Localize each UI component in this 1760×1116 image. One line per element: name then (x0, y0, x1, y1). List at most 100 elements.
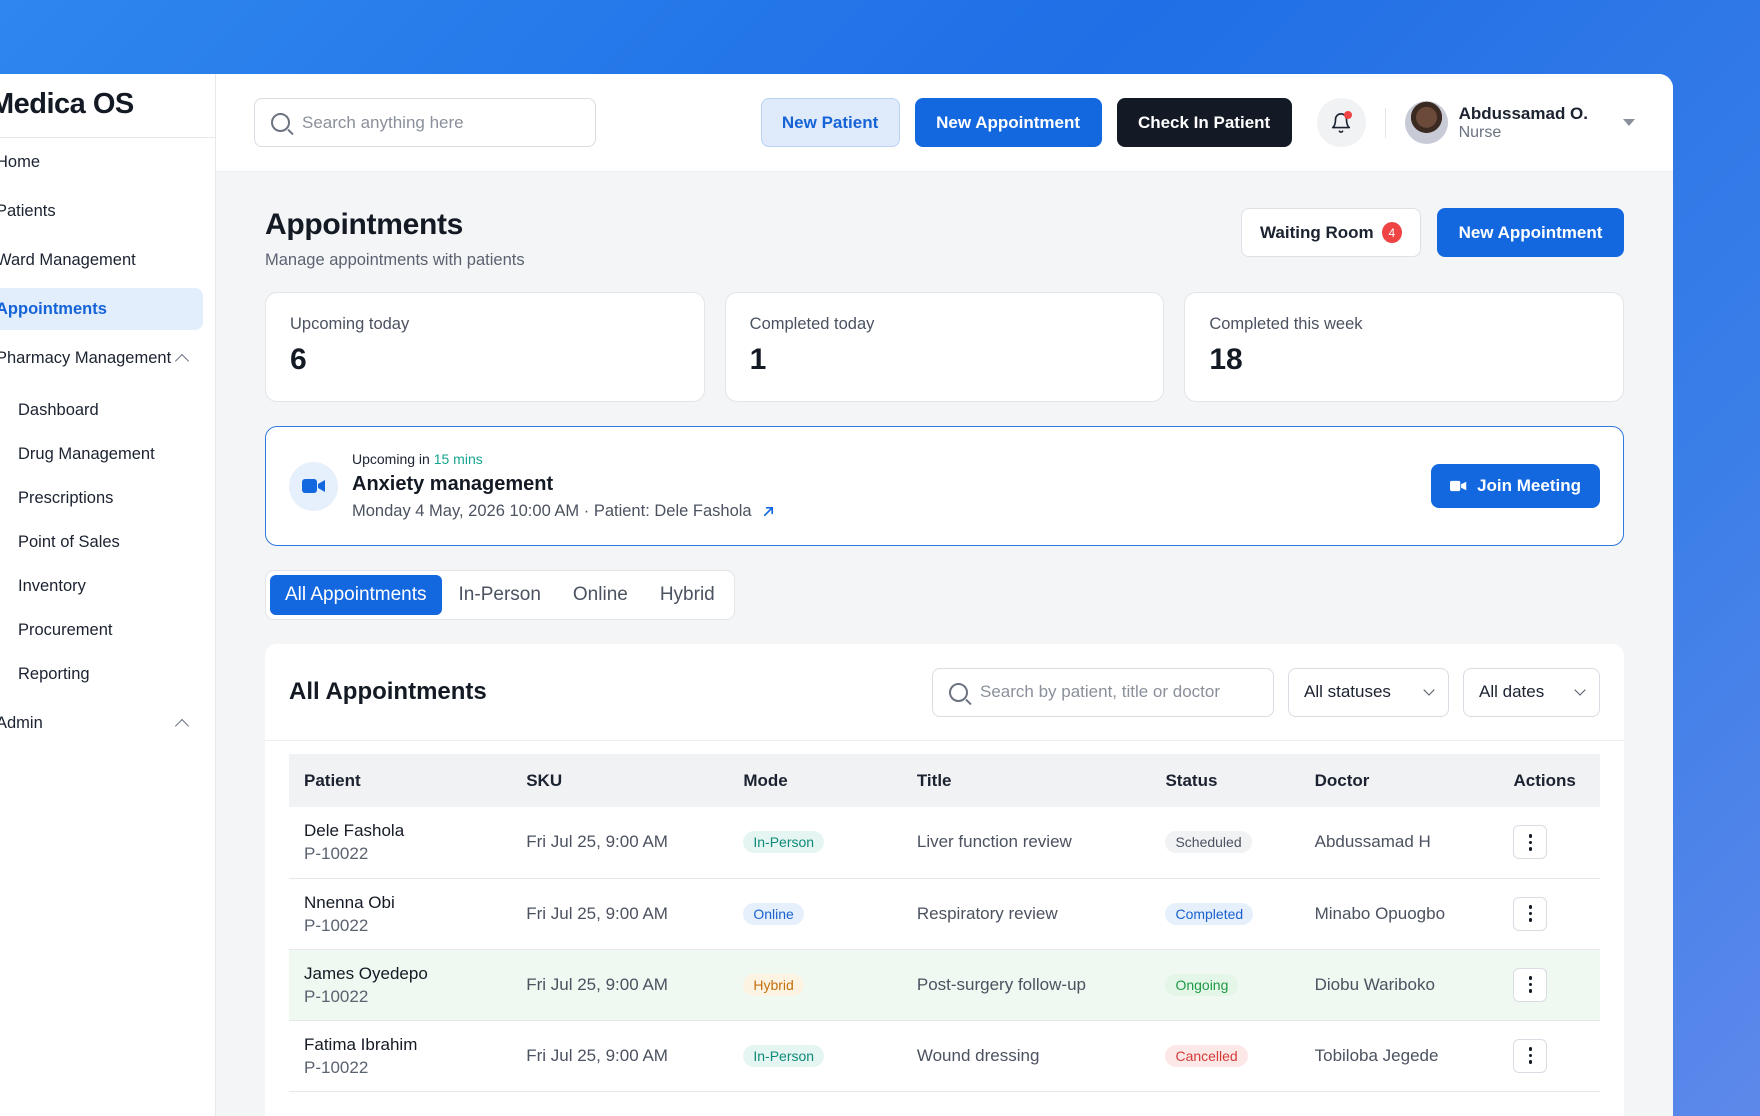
status-badge: Completed (1165, 902, 1254, 925)
stat-card-completed-today: Completed today 1 (724, 292, 1165, 402)
new-appointment-top-button[interactable]: New Appointment (914, 98, 1102, 147)
notifications-button[interactable] (1316, 98, 1366, 147)
sidebar-item-inventory[interactable]: Inventory (0, 565, 203, 607)
chevron-up-icon (174, 718, 190, 733)
table-header-row: Patient SKU Mode Title Status Doctor Actions (289, 754, 1600, 807)
more-actions-icon[interactable] (1513, 825, 1548, 860)
stat-label: Completed today (749, 315, 875, 333)
check-in-patient-button[interactable]: Check In Patient (1116, 98, 1292, 147)
table-row[interactable]: Fatima Ibrahim P-10022 Fri Jul 25, 9:00 AM… (289, 1020, 1600, 1092)
patient-id: P-10022 (304, 844, 369, 864)
external-link-icon[interactable] (762, 505, 775, 518)
stat-value: 18 (1209, 343, 1243, 376)
date-filter[interactable]: All dates (1463, 667, 1600, 717)
app-window: Medica OS Home Patients Ward Management App… (0, 74, 1673, 1116)
column-header-status: Status (1165, 770, 1218, 790)
sidebar-item-label: Patients (0, 201, 56, 220)
sidebar-item-dashboard[interactable]: Dashboard (0, 389, 203, 431)
brand: Medica OS (0, 74, 215, 138)
page-header: Appointments Manage appointments with pa… (265, 208, 1624, 270)
tab-all-appointments[interactable]: All Appointments (270, 575, 442, 615)
waiting-room-button[interactable]: Waiting Room 4 (1241, 208, 1421, 257)
stat-card-completed-this-week: Completed this week 18 (1184, 292, 1625, 402)
sidebar-item-procurement[interactable]: Procurement (0, 609, 203, 651)
sidebar-item-home[interactable]: Home (0, 141, 203, 183)
sidebar-item-prescriptions[interactable]: Prescriptions (0, 477, 203, 519)
sidebar-item-drug-management[interactable]: Drug Management (0, 433, 203, 475)
patient-name: Dele Fashola (304, 821, 405, 841)
table-row[interactable]: Dele Fashola P-10022 Fri Jul 25, 9:00 AM In… (289, 807, 1600, 879)
join-meeting-button[interactable]: Join Meeting (1431, 464, 1600, 508)
page-actions: Waiting Room 4 New Appointment (1241, 208, 1624, 257)
user-menu[interactable]: Abdussamad O. Nurse (1404, 101, 1635, 144)
table-row[interactable]: Nnenna Obi P-10022 Fri Jul 25, 9:00 AM Onli… (289, 878, 1600, 950)
table-row[interactable]: James Oyedepo P-10022 Fri Jul 25, 9:00 AM H… (289, 949, 1600, 1021)
patient-id: P-10022 (304, 915, 369, 935)
sidebar-item-point-of-sales[interactable]: Point of Sales (0, 521, 203, 563)
mode-badge: Hybrid (743, 973, 804, 996)
patient-name: James Oyedepo (304, 963, 428, 983)
upcoming-prefix: Upcoming in (352, 451, 430, 467)
sidebar-item-admin[interactable]: Admin (0, 702, 203, 744)
waiting-count-badge: 4 (1381, 222, 1402, 243)
stat-value: 1 (749, 343, 767, 376)
sidebar-item-label: Home (0, 152, 41, 171)
sidebar-item-patients[interactable]: Patients (0, 190, 203, 232)
upcoming-details: Upcoming in 15 mins Anxiety management M… (352, 451, 775, 521)
mode-cell: In-Person (728, 1020, 902, 1092)
upcoming-mins: 15 mins (433, 451, 483, 467)
sidebar-item-appointments[interactable]: Appointments (0, 288, 203, 330)
tab-in-person[interactable]: In-Person (458, 584, 541, 605)
sku-cell: Fri Jul 25, 9:00 AM (511, 1020, 729, 1092)
search-icon (271, 113, 290, 132)
patient-id: P-10022 (304, 1057, 369, 1077)
doctor-cell: Tobiloba Jegede (1299, 1020, 1499, 1092)
appointment-type-tabs: All Appointments In-Person Online Hybrid (265, 570, 735, 620)
mode-badge: Online (743, 902, 804, 925)
actions-cell (1498, 878, 1600, 950)
sidebar-item-ward-management[interactable]: Ward Management (0, 239, 203, 281)
title-cell: Post-surgery follow-up (901, 949, 1151, 1021)
sidebar-item-label: Dashboard (18, 400, 99, 419)
actions-cell (1498, 949, 1600, 1021)
mode-badge: In-Person (743, 1044, 825, 1067)
status-cell: Cancelled (1150, 1020, 1300, 1092)
status-badge: Scheduled (1165, 831, 1252, 854)
sidebar-item-label: Pharmacy Management (0, 348, 172, 367)
actions-cell (1498, 1020, 1600, 1092)
status-cell: Ongoing (1150, 949, 1300, 1021)
table-card-title: All Appointments (289, 678, 487, 705)
tab-hybrid[interactable]: Hybrid (659, 584, 715, 605)
sidebar-item-pharmacy-management[interactable]: Pharmacy Management (0, 337, 203, 379)
user-info: Abdussamad O. Nurse (1459, 104, 1588, 142)
new-appointment-button[interactable]: New Appointment (1437, 208, 1624, 257)
sidebar-item-label: Procurement (18, 620, 113, 639)
column-header-sku: SKU (526, 770, 563, 790)
video-icon (1450, 480, 1467, 492)
more-actions-icon[interactable] (1513, 896, 1548, 931)
title-cell: Wound dressing (901, 1020, 1151, 1092)
more-actions-icon[interactable] (1513, 1038, 1548, 1073)
doctor-cell: Diobu Wariboko (1299, 949, 1499, 1021)
user-role: Nurse (1458, 123, 1502, 141)
status-filter[interactable]: All statuses (1288, 667, 1449, 717)
bell-icon (1332, 112, 1351, 133)
patient-name: Nnenna Obi (304, 892, 395, 912)
caret-down-icon[interactable] (1623, 119, 1635, 126)
appointments-search-input[interactable] (980, 682, 1257, 702)
sidebar-item-reporting[interactable]: Reporting (0, 653, 203, 695)
global-search-input[interactable] (302, 112, 579, 133)
global-search[interactable] (254, 98, 596, 147)
stat-label: Upcoming today (290, 315, 410, 333)
new-patient-button[interactable]: New Patient (760, 98, 900, 147)
column-header-actions: Actions (1513, 770, 1576, 790)
appointments-search[interactable] (932, 667, 1274, 717)
topbar: New Patient New Appointment Check In Pat… (216, 74, 1673, 172)
more-actions-icon[interactable] (1513, 967, 1548, 1002)
upcoming-meta: Monday 4 May, 2026 10:00 AM · Patient: D… (352, 502, 752, 520)
page-title: Appointments (265, 208, 464, 241)
stat-label: Completed this week (1209, 315, 1363, 333)
tab-online[interactable]: Online (572, 584, 628, 605)
upcoming-meta-row: Monday 4 May, 2026 10:00 AM · Patient: D… (352, 502, 775, 521)
chevron-down-icon (1574, 684, 1586, 696)
